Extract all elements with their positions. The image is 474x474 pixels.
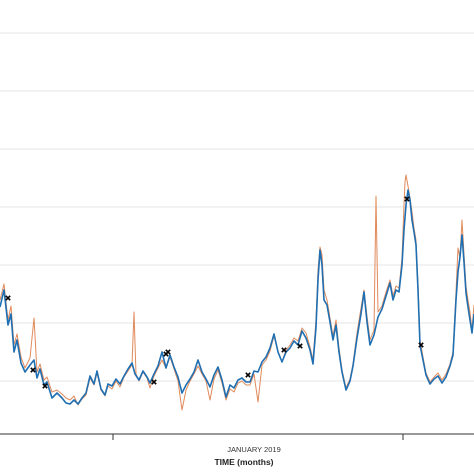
event-marker (245, 372, 251, 378)
event-markers (5, 196, 424, 389)
event-marker (151, 379, 157, 385)
event-marker (404, 196, 410, 202)
series-line-secondary (0, 174, 474, 411)
event-marker (418, 342, 424, 348)
event-marker (5, 295, 11, 301)
gridlines (0, 32, 474, 382)
event-marker (30, 367, 36, 373)
event-marker (297, 343, 303, 349)
x-axis-title: TIME (months) (214, 457, 273, 467)
x-axis: JANUARY 2019 TIME (months) (0, 433, 474, 467)
series-line-primary (0, 189, 474, 405)
x-tick-label: JANUARY 2019 (227, 445, 281, 454)
series-lines (0, 174, 474, 411)
event-marker (165, 349, 171, 355)
event-marker (281, 347, 287, 353)
event-marker (42, 383, 48, 389)
